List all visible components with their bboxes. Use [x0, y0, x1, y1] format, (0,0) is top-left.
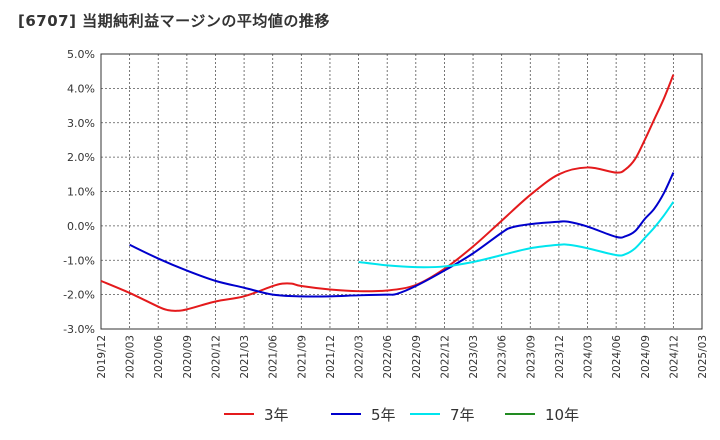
y-tick-label: 1.0% — [67, 186, 95, 199]
plot-area-frame — [100, 53, 703, 330]
x-tick-label: 2023/06 — [497, 335, 509, 379]
x-tick-label: 2023/09 — [525, 335, 537, 379]
x-tick-label: 2025/03 — [697, 335, 709, 379]
series-line-1 — [100, 74, 675, 312]
x-tick-label: 2024/06 — [611, 335, 623, 379]
x-tick-label: 2022/09 — [411, 335, 423, 379]
legend: 3年 5年 7年 10年 — [0, 400, 720, 428]
series-line-2 — [129, 172, 675, 298]
x-axis-tick-labels: 2019/12 2020/03 2020/06 2020/09 2020/12 2021/… — [96, 335, 709, 379]
legend-label: 3年 — [264, 405, 289, 424]
y-tick-label: 2.0% — [67, 151, 95, 164]
x-tick-label: 2024/12 — [668, 335, 680, 379]
y-tick-label: 3.0% — [67, 117, 95, 130]
x-tick-label: 2023/03 — [468, 335, 480, 379]
x-tick-label: 2019/12 — [96, 335, 108, 379]
legend-label: 5年 — [371, 405, 396, 424]
legend-swatch — [410, 413, 440, 415]
x-tick-label: 2024/09 — [640, 335, 652, 379]
y-axis-tick-labels: 5.0% 4.0% 3.0% 2.0% 1.0% 0.0% -1.0% -2.0% -3.0% — [63, 48, 95, 336]
x-tick-label: 2020/03 — [125, 335, 137, 379]
legend-item: 5年 — [331, 400, 396, 428]
chart-title: [6707] 当期純利益マージンの平均値の推移 — [18, 12, 330, 30]
y-tick-label: -2.0% — [63, 289, 95, 302]
legend-swatch — [224, 413, 254, 415]
y-tick-label: -3.0% — [63, 323, 95, 336]
legend-item: 10年 — [505, 400, 579, 428]
x-tick-label: 2020/12 — [210, 335, 222, 379]
series-lines — [100, 74, 675, 312]
x-tick-label: 2021/06 — [268, 335, 280, 379]
x-tick-label: 2023/12 — [554, 335, 566, 379]
x-tick-label: 2021/03 — [239, 335, 251, 379]
y-tick-label: -1.0% — [63, 254, 95, 267]
y-tick-label: 4.0% — [67, 82, 95, 95]
legend-swatch — [505, 413, 535, 415]
x-tick-label: 2022/06 — [382, 335, 394, 379]
y-tick-label: 0.0% — [67, 220, 95, 233]
x-tick-label: 2021/09 — [296, 335, 308, 379]
legend-item: 3年 — [224, 400, 289, 428]
legend-swatch — [331, 413, 361, 415]
x-tick-label: 2020/06 — [153, 335, 165, 379]
x-tick-label: 2024/03 — [583, 335, 595, 379]
x-tick-label: 2022/12 — [439, 335, 451, 379]
y-tick-label: 5.0% — [67, 48, 95, 61]
legend-item: 7年 — [410, 400, 475, 428]
x-tick-label: 2020/09 — [182, 335, 194, 379]
series-line-3 — [358, 201, 675, 269]
legend-label: 7年 — [450, 405, 475, 424]
x-tick-label: 2021/12 — [325, 335, 337, 379]
line-chart: 5.0%4.0%3.0%2.0%1.0%0.0%-1.0%-2.0%-3.0% … — [63, 48, 709, 379]
grid-lines — [101, 54, 702, 329]
legend-label: 10年 — [545, 405, 580, 424]
x-tick-label: 2022/03 — [354, 335, 366, 379]
